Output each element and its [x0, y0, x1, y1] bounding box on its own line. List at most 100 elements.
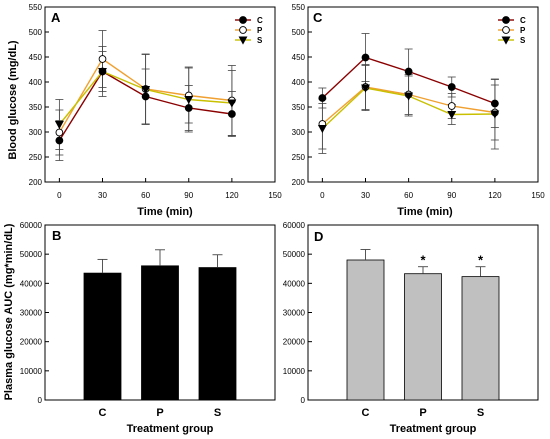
legend-marker — [238, 36, 248, 45]
panel-a-x-tick-label: 150 — [268, 191, 282, 200]
panel-c-series-c-point — [447, 83, 456, 91]
panel-a-series-p-point — [55, 128, 64, 137]
panel-b-category-label-c: C — [99, 407, 107, 419]
panel-d-error-bar-s — [475, 266, 486, 277]
panel-d-category-label-c: C — [362, 407, 370, 419]
panel-b-y-tick-label: 0 — [38, 396, 43, 405]
panel-a-y-tick-label: 200 — [29, 178, 43, 187]
legend-label: C — [257, 16, 263, 25]
panel-a-x-axis-label: Time (min) — [137, 206, 193, 218]
panel-c-y-tick-label: 550 — [292, 3, 306, 12]
panel-a-series-p-point — [98, 55, 107, 63]
panel-c-series-c-point — [361, 53, 370, 62]
panel-c-series-p-point — [447, 102, 456, 110]
panel-b-y-tick-label: 40000 — [20, 279, 43, 288]
panel-c-y-tick-label: 450 — [292, 53, 306, 62]
panel-a-legend-item-s: S — [235, 36, 263, 45]
panel-a-x-tick-label: 60 — [141, 191, 150, 200]
panel-a-legend-item-p: P — [235, 26, 263, 35]
panel-c-x-tick-label: 30 — [361, 191, 370, 200]
panel-b-y-tick-label: 50000 — [20, 250, 43, 259]
panel-c-y-tick-label: 200 — [292, 178, 306, 187]
panel-b-error-bar-s — [212, 254, 223, 268]
panel-a-series-s-point — [98, 68, 107, 77]
legend-marker — [502, 26, 510, 34]
panel-d-y-tick-label: 40000 — [283, 279, 306, 288]
panel-a-letter: A — [51, 10, 61, 25]
panel-a-y-tick-label: 500 — [29, 28, 43, 37]
panel-b-y-tick-label: 60000 — [20, 221, 43, 230]
panel-d-bar-s — [461, 276, 500, 401]
legend-marker — [239, 26, 247, 34]
panel-c-series-c-point — [490, 99, 499, 108]
panel-a-legend-item-c: C — [235, 16, 263, 25]
legend-marker — [501, 36, 511, 45]
panel-b-category-label-s: S — [214, 407, 221, 419]
panel-c-x-tick-label: 150 — [531, 191, 545, 200]
panel-d-y-tick-label: 20000 — [283, 338, 306, 347]
legend-marker — [502, 16, 510, 24]
panel-a-x-tick-label: 30 — [98, 191, 107, 200]
panel-d-error-bar-p — [418, 266, 428, 274]
panel-b-bar-c — [83, 272, 122, 401]
panel-a-x-tick-label: 90 — [184, 191, 193, 200]
panel-b-y-tick-label: 30000 — [20, 309, 43, 318]
legend-label: C — [520, 16, 526, 25]
legend-label: P — [520, 26, 526, 35]
legend-label: S — [520, 36, 526, 45]
panel-a-y-tick-label: 450 — [29, 53, 43, 62]
panel-d-category-label-s: S — [477, 407, 484, 419]
panel-b-category-label-p: P — [156, 407, 163, 419]
panel-d-y-tick-label: 30000 — [283, 309, 306, 318]
panel-c-y-tick-label: 250 — [292, 153, 306, 162]
panel-b-error-bar-p — [155, 249, 165, 266]
panel-c-x-tick-label: 0 — [320, 191, 325, 200]
panel-c-legend-item-p: P — [498, 26, 526, 35]
panel-a-series-s-point — [54, 121, 64, 130]
panel-d-letter: D — [314, 229, 323, 244]
panel-b-bar-p — [141, 265, 179, 401]
panel-c-frame — [307, 6, 539, 183]
legend-marker — [239, 16, 247, 24]
panel-b-bar-s — [198, 267, 237, 401]
panel-d-y-tick-label: 0 — [301, 396, 306, 405]
panel-d-bar-p — [404, 273, 442, 401]
panel-d-bar-c — [346, 259, 385, 401]
panel-b-y-tick-label: 10000 — [20, 367, 43, 376]
panel-c-series-s-point — [404, 92, 414, 101]
panel-a-series-c-point — [184, 104, 193, 112]
panel-b-error-bar-c — [97, 258, 108, 274]
legend-label: P — [257, 26, 263, 35]
panel-c-series-s-point — [317, 125, 327, 134]
panel-b-y-tick-label: 20000 — [20, 338, 43, 347]
panel-c-y-tick-label: 500 — [292, 28, 306, 37]
panel-d-x-axis-label: Treatment group — [390, 423, 477, 435]
panel-d-y-tick-label: 50000 — [283, 250, 306, 259]
panel-c-y-tick-label: 400 — [292, 78, 306, 87]
panel-a-y-tick-label: 550 — [29, 3, 43, 12]
panel-a-series-c-point — [227, 110, 236, 118]
panel-a-y-axis-label: Blood glucose (mg/dL) — [7, 40, 19, 159]
panel-a-y-tick-label: 350 — [29, 103, 43, 112]
panel-c-x-axis-label: Time (min) — [397, 206, 453, 218]
panel-c-y-tick-label: 350 — [292, 103, 306, 112]
panel-c-x-tick-label: 60 — [404, 191, 413, 200]
panel-a-series-c-point — [55, 136, 64, 145]
panel-d-error-bar-c — [360, 249, 371, 260]
panel-c-series-s-point — [361, 84, 370, 93]
panel-a-y-tick-label: 300 — [29, 128, 43, 137]
panel-c-series-s-point — [447, 111, 457, 120]
panel-a-series-s-point — [141, 86, 151, 95]
panel-a-frame — [44, 6, 276, 183]
panel-d-y-tick-label: 10000 — [283, 367, 306, 376]
panel-d-significance-marker: * — [420, 253, 426, 268]
panel-c-legend-item-s: S — [498, 36, 526, 45]
panel-c-legend-item-c: C — [498, 16, 526, 25]
panel-a-series-s-point — [184, 96, 194, 105]
panel-a-y-tick-label: 250 — [29, 153, 43, 162]
panel-c-series-c-point — [318, 94, 327, 102]
